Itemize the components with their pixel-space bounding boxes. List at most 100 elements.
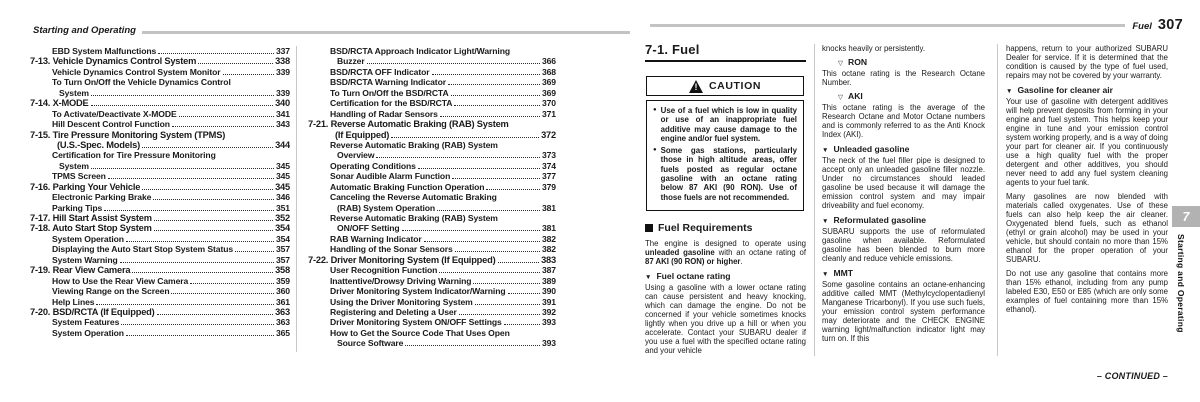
dotted-leader bbox=[473, 282, 540, 284]
sub-heading: ▼ MMT bbox=[822, 268, 985, 278]
dotted-leader bbox=[222, 73, 274, 75]
toc-entry: Vehicle Dynamics Control System Monitor 3… bbox=[30, 67, 290, 77]
toc-entry-line: Reverse Automatic Braking (RAB) System bbox=[308, 213, 556, 223]
toc-entry-line: Driver Monitoring System Indicator/Warni… bbox=[308, 286, 556, 296]
dotted-leader bbox=[119, 261, 274, 263]
toc-entry-line: 7-17. Hill Start Assist System 352 bbox=[30, 213, 290, 223]
dotted-leader bbox=[507, 293, 540, 295]
toc-entry-line: User Recognition Function 387 bbox=[308, 265, 556, 275]
toc-entry: Inattentive/Drowsy Driving Warning 389 bbox=[308, 276, 556, 286]
toc-page-number: 345 bbox=[275, 171, 290, 182]
toc-entry: Parking Tips 351 bbox=[30, 203, 290, 213]
sub-heading-text: Fuel octane rating bbox=[656, 271, 731, 281]
toc-entry-label: System Operation bbox=[52, 327, 124, 338]
toc-entry-label: BSD/RCTA Approach Indicator Light/Warnin… bbox=[330, 46, 511, 56]
text-run: This octane rating is the Research Octan… bbox=[822, 69, 985, 87]
right-page-chapter-label: Fuel bbox=[1132, 21, 1152, 32]
toc-page-number: 381 bbox=[541, 202, 556, 213]
fuel-column-1: Fuel Requirements The engine is designed … bbox=[645, 222, 806, 357]
dotted-leader bbox=[153, 199, 274, 201]
toc-page-number: 359 bbox=[275, 275, 290, 286]
toc-entry-line: 7-16. Parking Your Vehicle 345 bbox=[30, 182, 290, 192]
toc-entry: Displaying the Auto Start Stop System St… bbox=[30, 244, 290, 254]
bold-run: unleaded gasoline bbox=[645, 248, 715, 257]
filled-down-triangle-icon: ▼ bbox=[822, 271, 829, 278]
body-paragraph: happens, return to your authorized SUBAR… bbox=[1006, 44, 1168, 80]
toc-entry: Canceling the Reverse Automatic Braking(… bbox=[308, 192, 556, 213]
toc-page-number: 374 bbox=[541, 160, 556, 171]
minor-heading: ▽ RON bbox=[822, 57, 985, 67]
toc-entry-label: System Features bbox=[52, 317, 120, 328]
toc-entry-line: Handling of Radar Sensors 371 bbox=[308, 109, 556, 119]
text-run: The neck of the fuel filler pipe is desi… bbox=[822, 156, 985, 210]
toc-entry-label: RAB Warning Indicator bbox=[330, 233, 422, 244]
toc-entry-line: System 339 bbox=[30, 88, 290, 98]
caution-label: CAUTION bbox=[708, 80, 762, 92]
toc-entry-line: System Operation 354 bbox=[30, 234, 290, 244]
dotted-leader bbox=[439, 272, 540, 274]
open-down-triangle-icon: ▽ bbox=[838, 60, 843, 67]
toc-entry: RAB Warning Indicator 382 bbox=[308, 234, 556, 244]
toc-page-number: 365 bbox=[275, 327, 290, 338]
dotted-leader bbox=[405, 345, 540, 347]
dotted-leader bbox=[121, 324, 274, 326]
filled-down-triangle-icon: ▼ bbox=[645, 274, 652, 281]
toc-entry-line: 7-14. X-MODE 340 bbox=[30, 98, 290, 108]
toc-entry-label: Parking Tips bbox=[52, 202, 103, 213]
caution-body-box: ● Use of a fuel which is low in quality o… bbox=[646, 100, 804, 211]
toc-entry-label: Certification for the BSD/RCTA bbox=[330, 98, 453, 109]
toc-page-number: 343 bbox=[275, 119, 290, 130]
toc-entry: How to Use the Rear View Camera 359 bbox=[30, 276, 290, 286]
toc-entry-line: Vehicle Dynamics Control System Monitor 3… bbox=[30, 67, 290, 77]
body-paragraph: SUBARU supports the use of reformulated … bbox=[822, 227, 985, 263]
toc-entry-line: BSD/RCTA Warning Indicator 369 bbox=[308, 77, 556, 87]
toc-entry-label: Electronic Parking Brake bbox=[52, 192, 152, 203]
body-paragraph: Your use of gasoline with detergent addi… bbox=[1006, 97, 1168, 187]
dotted-leader bbox=[178, 115, 274, 117]
toc-page-number: 341 bbox=[275, 108, 290, 119]
bold-run: 87 AKI (90 RON) or higher bbox=[645, 257, 741, 266]
bullet-icon: ● bbox=[653, 147, 657, 154]
dotted-leader bbox=[452, 178, 540, 180]
toc-entry: Certification for Tire Pressure Monitori… bbox=[30, 150, 290, 171]
toc-entry-label: Source Software bbox=[337, 338, 404, 349]
toc-entry-label: Vehicle Dynamics Control System Monitor bbox=[52, 66, 221, 77]
toc-entry-line: To Activate/Deactivate X-MODE 341 bbox=[30, 109, 290, 119]
toc-entry-line: Canceling the Reverse Automatic Braking bbox=[308, 192, 556, 202]
toc-page-number: 357 bbox=[275, 254, 290, 265]
toc-page-number: 352 bbox=[275, 213, 290, 223]
toc-entry: Electronic Parking Brake 346 bbox=[30, 192, 290, 202]
toc-page-number: 354 bbox=[275, 223, 290, 234]
toc-page-number: 377 bbox=[541, 171, 556, 182]
toc-entry: To Turn On/Off the Vehicle Dynamics Cont… bbox=[30, 77, 290, 98]
toc-page-number: 391 bbox=[541, 296, 556, 307]
text-run: . bbox=[740, 257, 743, 266]
toc-entry: Operating Conditions 374 bbox=[308, 161, 556, 171]
toc-entry-label: 7-22. Driver Monitoring System (If Equip… bbox=[308, 254, 496, 265]
toc-entry-line: System 345 bbox=[30, 161, 290, 171]
toc-entry-label: Handling of Radar Sensors bbox=[330, 108, 438, 119]
toc-entry-label: Viewing Range on the Screen bbox=[52, 286, 170, 297]
body-paragraph: The engine is designed to operate using … bbox=[645, 239, 806, 266]
toc-entry: 7-17. Hill Start Assist System 352 bbox=[30, 213, 290, 223]
toc-page-number: 373 bbox=[541, 150, 556, 161]
toc-page-number: 360 bbox=[275, 286, 290, 297]
dotted-leader bbox=[125, 240, 274, 242]
toc-entry: EBD System Malfunctions 337 bbox=[30, 46, 290, 56]
right-page-number: 307 bbox=[1157, 17, 1183, 33]
toc-entry-label: Driver Monitoring System ON/OFF Settings bbox=[330, 317, 502, 328]
dotted-leader bbox=[156, 313, 274, 315]
dotted-leader bbox=[190, 282, 274, 284]
toc-page-number: 346 bbox=[275, 192, 290, 203]
toc-page-number: 389 bbox=[541, 275, 556, 286]
text-run: happens, return to your authorized SUBAR… bbox=[1006, 44, 1168, 80]
toc-entry: Viewing Range on the Screen 360 bbox=[30, 286, 290, 296]
toc-page-number: 345 bbox=[275, 181, 290, 192]
toc-entry: BSD/RCTA OFF Indicator 368 bbox=[308, 67, 556, 77]
text-run: Many gasolines are now blended with mate… bbox=[1006, 192, 1168, 264]
toc-entry: BSD/RCTA Warning Indicator 369 bbox=[308, 77, 556, 87]
toc-entry-line: Automatic Braking Function Operation 379 bbox=[308, 182, 556, 192]
toc-entry: To Turn On/Off the BSD/RCTA 369 bbox=[308, 88, 556, 98]
toc-entry: Sonar Audible Alarm Function 377 bbox=[308, 171, 556, 181]
